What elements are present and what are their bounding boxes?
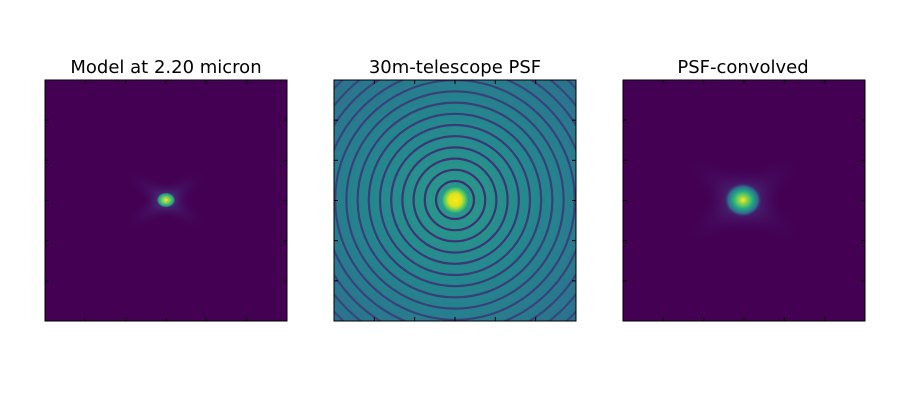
psf-ring	[390, 135, 520, 265]
psf-ring	[356, 101, 554, 299]
psf-ring	[367, 112, 543, 288]
panel-title: 30m-telescope PSF	[369, 57, 541, 78]
psf-ring	[412, 157, 498, 243]
psf-ring	[401, 146, 509, 254]
image-model	[45, 80, 287, 321]
panel-title: PSF-convolved	[677, 57, 808, 78]
panel-title: Model at 2.20 micron	[70, 57, 261, 78]
psf-ring	[378, 123, 532, 277]
psf-ring	[345, 90, 565, 310]
psf-ring	[423, 168, 487, 232]
psf-ring	[434, 179, 476, 221]
image-convolved	[623, 80, 865, 321]
